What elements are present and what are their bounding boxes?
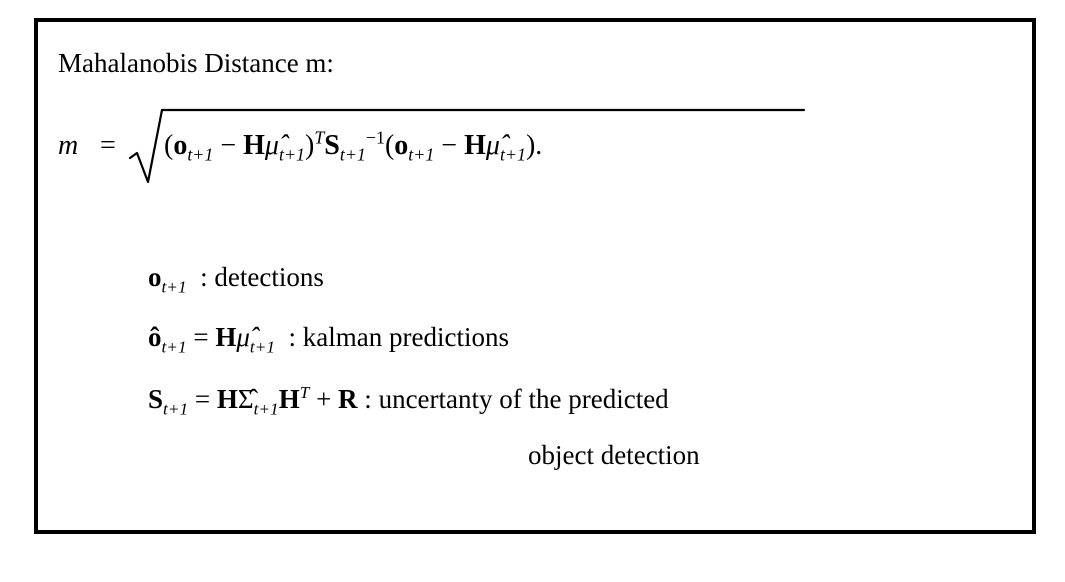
heading: Mahalanobis Distance m: (58, 48, 334, 78)
formula-body: (ot+1 − Hμ̂t+1)TSt+1−1(ot+1 − Hμ̂t+1). (164, 127, 543, 165)
square-root-icon (128, 108, 806, 184)
formula-lhs: m (58, 130, 79, 161)
equation-frame: Mahalanobis Distance m: m = (ot+1 − Hμ̂t… (34, 18, 1036, 534)
formula-equals: = (100, 130, 116, 161)
definition-description: uncertanty of the predicted (378, 384, 669, 414)
definition-description: detections (214, 262, 324, 292)
definition-description: kalman predictions (302, 322, 509, 352)
definition-uncertainty: St+1 = HΣ̂t+1HT + R : uncertanty of the … (148, 383, 669, 419)
definition-description-continuation: object detection (528, 440, 700, 470)
definition-detections: ot+1 : detections (148, 262, 324, 297)
definition-kalman-predictions: ôt+1 = Hμ̂t+1 : kalman predictions (148, 322, 509, 357)
